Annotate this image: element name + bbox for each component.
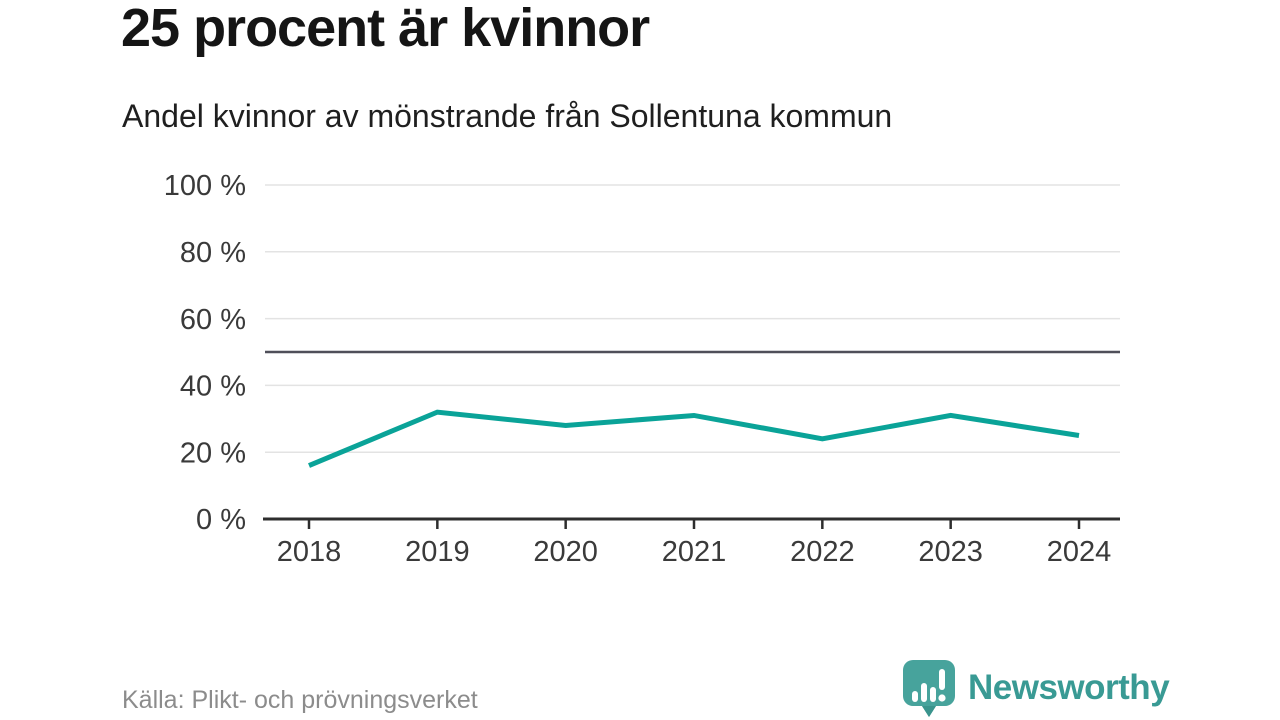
newsworthy-logo-icon <box>903 660 955 717</box>
x-tick-label: 2023 <box>918 536 983 568</box>
logo-bubble-tail <box>922 706 936 717</box>
y-tick-label: 80 % <box>180 237 246 269</box>
x-tick-label: 2022 <box>790 536 855 568</box>
newsworthy-logo: Newsworthy <box>901 658 1170 718</box>
x-tick-label: 2019 <box>405 536 470 568</box>
y-tick-label: 100 % <box>164 170 246 202</box>
logo-bar-2 <box>921 683 927 702</box>
x-tick-label: 2020 <box>533 536 598 568</box>
logo-bar-3 <box>930 687 936 702</box>
x-tick-label: 2024 <box>1047 536 1112 568</box>
x-tick-label: 2018 <box>277 536 342 568</box>
logo-exclamation-dot <box>938 694 946 702</box>
chart-subtitle: Andel kvinnor av mönstrande från Sollent… <box>122 98 893 134</box>
logo-exclamation-stem <box>939 669 945 690</box>
y-tick-label: 60 % <box>180 304 246 336</box>
newsworthy-wordmark: Newsworthy <box>968 668 1170 707</box>
chart-title: 25 procent är kvinnor <box>121 0 650 58</box>
line-chart: 0 % 20 % 40 % 60 % 80 % 100 % 2018 2019 2020 2021… <box>164 170 1120 568</box>
logo-bar-1 <box>912 691 918 702</box>
data-line <box>308 409 1080 468</box>
source-note: Källa: Plikt- och prövningsverket <box>122 686 478 714</box>
x-tick-label: 2021 <box>662 536 727 568</box>
y-tick-label: 40 % <box>180 371 246 403</box>
y-tick-label: 0 % <box>196 504 246 536</box>
y-tick-label: 20 % <box>180 437 246 469</box>
